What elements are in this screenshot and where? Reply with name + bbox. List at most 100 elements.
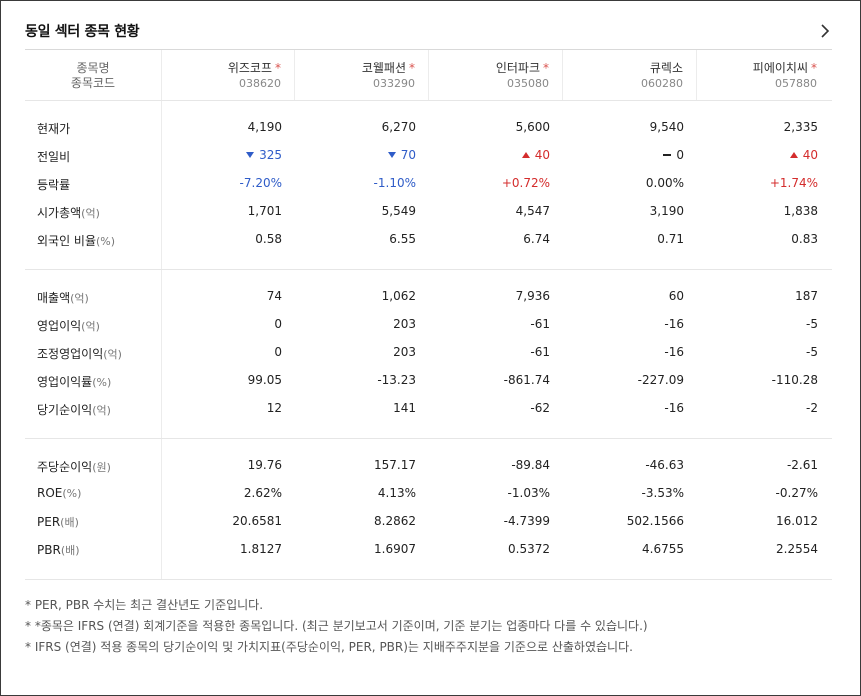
row-label: 현재가 — [37, 120, 70, 137]
row-net-profit: 당기순이익(억) 12 141 -62 -16 -2 — [25, 395, 832, 423]
header-name-label: 종목명 — [76, 61, 110, 75]
value-text: 6.74 — [523, 232, 550, 246]
ifrs-star-mark: * — [409, 61, 415, 75]
row-unit: (%) — [62, 487, 82, 500]
label-column-divider — [161, 50, 162, 579]
group-divider — [25, 269, 832, 270]
row-sales: 매출액(억) 74 1,062 7,936 60 187 — [25, 283, 832, 311]
footnotes: * PER, PBR 수치는 최근 결산년도 기준입니다. * *종목은 IFR… — [25, 595, 648, 658]
row-value-cell: 187 — [795, 289, 818, 303]
value-text: -1.10% — [373, 176, 416, 190]
row-value-cell: 0.00% — [646, 176, 684, 190]
value-text: 1,062 — [381, 289, 416, 303]
company-code: 060280 — [641, 77, 683, 90]
row-value-cell: 8.2862 — [374, 514, 416, 528]
header-column-divider — [696, 50, 697, 100]
value-text: 0 — [676, 148, 684, 162]
value-text: 1,701 — [247, 204, 282, 218]
value-text: 19.76 — [247, 458, 282, 472]
value-text: 4,190 — [247, 120, 282, 134]
value-text: 70 — [400, 148, 416, 162]
row-label: ROE(%) — [37, 486, 81, 500]
row-value-cell: -13.23 — [377, 373, 416, 387]
value-text: -227.09 — [637, 373, 684, 387]
value-text: +1.74% — [769, 176, 818, 190]
value-text: 0 — [274, 317, 282, 331]
value-text: 325 — [259, 148, 282, 162]
value-text: -16 — [664, 345, 684, 359]
header-column-divider — [562, 50, 563, 100]
value-text: 4.6755 — [642, 542, 684, 556]
company-name-text[interactable]: 코웰패션 — [361, 61, 406, 75]
row-value-cell: 40 — [521, 148, 550, 162]
value-text: -13.23 — [377, 373, 416, 387]
company-name[interactable]: 위즈코프 * — [161, 61, 281, 76]
header-company-cell[interactable]: 큐렉소 060280 — [563, 61, 683, 95]
row-value-cell: -5 — [806, 317, 818, 331]
row-value-cell: -2.61 — [787, 458, 818, 472]
row-value-cell: -46.63 — [645, 458, 684, 472]
ifrs-star-mark: * — [275, 61, 281, 75]
company-name-text[interactable]: 인터파크 — [495, 61, 540, 75]
value-text: 203 — [393, 345, 416, 359]
row-value-cell: 5,600 — [516, 120, 550, 134]
company-name-text[interactable]: 위즈코프 — [227, 61, 272, 75]
row-change: 전일비 325 70 40 0 40 — [25, 142, 832, 170]
value-text: -861.74 — [503, 373, 550, 387]
row-value-cell: 7,936 — [516, 289, 550, 303]
row-value-cell: -4.7399 — [504, 514, 550, 528]
value-text: 0.5372 — [508, 542, 550, 556]
value-text: -61 — [530, 345, 550, 359]
row-label-text: ROE — [37, 486, 63, 500]
header-company-cell[interactable]: 인터파크 * 035080 — [429, 61, 549, 95]
value-text: 99.05 — [247, 373, 282, 387]
row-value-cell: 1.6907 — [374, 542, 416, 556]
header-company-cell[interactable]: 위즈코프 * 038620 — [161, 61, 281, 95]
company-name-text[interactable]: 피에이치씨 — [752, 61, 808, 75]
value-text: 4,547 — [515, 204, 550, 218]
row-value-cell: +0.72% — [502, 176, 550, 190]
row-unit: (%) — [92, 376, 112, 389]
row-value-cell: 1,838 — [784, 204, 818, 218]
row-value-cell: 4.13% — [378, 486, 416, 500]
row-value-cell: 19.76 — [248, 458, 282, 472]
company-name-text[interactable]: 큐렉소 — [649, 61, 683, 75]
row-value-cell: -2 — [806, 401, 818, 415]
header-label-cell: 종목명 종목코드 — [25, 61, 161, 95]
value-text: 141 — [393, 401, 416, 415]
company-name[interactable]: 큐렉소 — [563, 61, 683, 76]
row-label-text: 영업이익률 — [37, 375, 93, 389]
panel-title: 동일 섹터 종목 현황 — [25, 24, 140, 40]
company-code: 038620 — [239, 77, 281, 90]
value-text: -7.20% — [239, 176, 282, 190]
company-code: 033290 — [373, 77, 415, 90]
company-name[interactable]: 코웰패션 * — [295, 61, 415, 76]
ifrs-star-mark: * — [543, 61, 549, 75]
row-value-cell: 60 — [669, 289, 684, 303]
row-label: PER(배) — [37, 514, 79, 530]
value-text: 5,549 — [381, 204, 416, 218]
row-value-cell: +1.74% — [770, 176, 818, 190]
row-value-cell: 74 — [267, 289, 282, 303]
row-value-cell: 157.17 — [374, 458, 416, 472]
row-label-text: 영업이익 — [37, 319, 82, 333]
row-value-cell: 3,190 — [650, 204, 684, 218]
row-label-text: 매출액 — [37, 291, 71, 305]
row-value-cell: 9,540 — [650, 120, 684, 134]
company-name[interactable]: 인터파크 * — [429, 61, 549, 76]
group-divider — [25, 438, 832, 439]
value-text: 8.2862 — [374, 514, 416, 528]
dash-icon — [663, 154, 672, 156]
row-value-cell: -61 — [530, 317, 550, 331]
row-value-cell: 99.05 — [248, 373, 282, 387]
row-value-cell: 2.62% — [244, 486, 282, 500]
row-value-cell: -861.74 — [504, 373, 550, 387]
company-name[interactable]: 피에이치씨 * — [697, 61, 817, 76]
chevron-right-icon[interactable] — [817, 23, 833, 39]
header-company-cell[interactable]: 코웰패션 * 033290 — [295, 61, 415, 95]
row-label-text: PER — [37, 515, 61, 529]
row-foreign: 외국인 비율(%) 0.58 6.55 6.74 0.71 0.83 — [25, 226, 832, 254]
header-company-cell[interactable]: 피에이치씨 * 057880 — [697, 61, 817, 95]
ifrs-star-mark: * — [811, 61, 817, 75]
row-value-cell: 6.74 — [523, 232, 550, 246]
